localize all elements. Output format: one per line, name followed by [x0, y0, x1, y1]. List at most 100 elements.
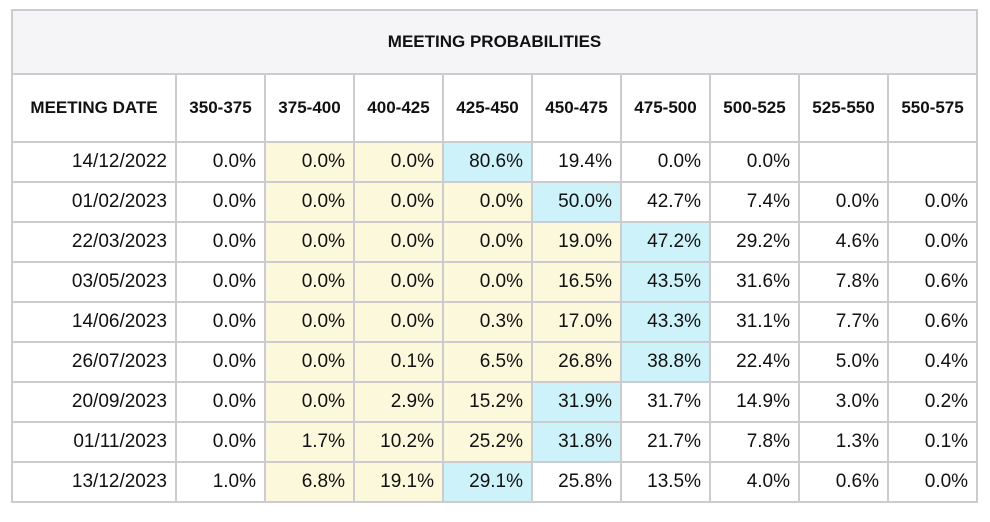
- probability-cell: 0.0%: [886, 461, 979, 503]
- probability-cell: 0.4%: [886, 341, 979, 383]
- probability-cell: 0.0%: [798, 181, 889, 223]
- meeting-date: 22/03/2023: [11, 221, 177, 263]
- probability-cell: 0.0%: [620, 141, 711, 183]
- probability-cell: 4.6%: [798, 221, 889, 263]
- meeting-date: 14/12/2022: [11, 141, 177, 183]
- probability-cell: 7.8%: [709, 421, 800, 463]
- probability-cell: 0.0%: [175, 301, 266, 343]
- probability-cell: 80.6%: [442, 141, 533, 183]
- data-row: 14/06/2023 0.0% 0.0% 0.0% 0.3% 17.0% 43.3% 31.1…: [11, 301, 979, 343]
- column-header: 375-400: [264, 73, 355, 143]
- probability-cell: 0.0%: [353, 181, 444, 223]
- probability-cell: 43.5%: [620, 261, 711, 303]
- probability-cell: 1.0%: [175, 461, 266, 503]
- probability-cell: 4.0%: [709, 461, 800, 503]
- column-header: 475-500: [620, 73, 711, 143]
- probability-cell: 14.9%: [709, 381, 800, 423]
- probability-cell: 0.0%: [442, 261, 533, 303]
- probability-cell: 0.0%: [264, 341, 355, 383]
- probability-cell: 0.1%: [353, 341, 444, 383]
- column-header: 500-525: [709, 73, 800, 143]
- probability-cell: 7.7%: [798, 301, 889, 343]
- meeting-date: 26/07/2023: [11, 341, 177, 383]
- probability-cell: 22.4%: [709, 341, 800, 383]
- probability-cell: 0.0%: [264, 381, 355, 423]
- probability-cell: 0.0%: [264, 301, 355, 343]
- probability-cell: 25.8%: [531, 461, 622, 503]
- probability-cell: 16.5%: [531, 261, 622, 303]
- probability-table-wrapper: MEETING PROBABILITIES MEETING DATE 350-37…: [10, 9, 979, 503]
- empty-cell: [798, 141, 889, 183]
- probability-cell: 0.0%: [353, 221, 444, 263]
- probability-cell: 0.0%: [886, 181, 979, 223]
- probability-cell: 50.0%: [531, 181, 622, 223]
- data-row: 01/11/2023 0.0% 1.7% 10.2% 25.2% 31.8% 21.7% 7.…: [11, 421, 979, 463]
- probability-cell: 0.0%: [175, 381, 266, 423]
- probability-cell: 0.6%: [886, 301, 979, 343]
- probability-cell: 0.0%: [175, 261, 266, 303]
- probability-cell: 0.0%: [175, 141, 266, 183]
- probability-cell: 0.0%: [264, 221, 355, 263]
- probability-cell: 43.3%: [620, 301, 711, 343]
- probability-cell: 42.7%: [620, 181, 711, 223]
- probability-cell: 38.8%: [620, 341, 711, 383]
- probability-cell: 29.2%: [709, 221, 800, 263]
- probability-cell: 0.0%: [175, 181, 266, 223]
- empty-cell: [886, 141, 979, 183]
- probability-cell: 31.1%: [709, 301, 800, 343]
- probability-cell: 0.0%: [264, 261, 355, 303]
- probability-table: MEETING PROBABILITIES MEETING DATE 350-37…: [10, 9, 979, 503]
- probability-cell: 7.4%: [709, 181, 800, 223]
- probability-cell: 0.1%: [886, 421, 979, 463]
- probability-cell: 0.0%: [353, 301, 444, 343]
- meeting-date: 20/09/2023: [11, 381, 177, 423]
- probability-cell: 0.6%: [798, 461, 889, 503]
- probability-cell: 0.0%: [353, 261, 444, 303]
- probability-cell: 10.2%: [353, 421, 444, 463]
- meeting-date: 01/02/2023: [11, 181, 177, 223]
- column-header: 400-425: [353, 73, 444, 143]
- column-header: 525-550: [798, 73, 889, 143]
- probability-cell: 19.0%: [531, 221, 622, 263]
- probability-cell: 7.8%: [798, 261, 889, 303]
- probability-cell: 0.0%: [353, 141, 444, 183]
- meeting-date: 13/12/2023: [11, 461, 177, 503]
- column-header: 350-375: [175, 73, 266, 143]
- probability-cell: 25.2%: [442, 421, 533, 463]
- probability-cell: 31.7%: [620, 381, 711, 423]
- table-title: MEETING PROBABILITIES: [10, 9, 979, 75]
- probability-cell: 6.5%: [442, 341, 533, 383]
- probability-cell: 3.0%: [798, 381, 889, 423]
- probability-cell: 31.6%: [709, 261, 800, 303]
- probability-cell: 0.0%: [175, 341, 266, 383]
- meeting-date: 14/06/2023: [11, 301, 177, 343]
- probability-cell: 26.8%: [531, 341, 622, 383]
- header-row: MEETING DATE 350-375 375-400 400-425 425-450…: [11, 73, 979, 143]
- probability-cell: 0.0%: [442, 181, 533, 223]
- probability-cell: 5.0%: [798, 341, 889, 383]
- probability-cell: 2.9%: [353, 381, 444, 423]
- probability-cell: 0.2%: [886, 381, 979, 423]
- meeting-date: 03/05/2023: [11, 261, 177, 303]
- probability-cell: 0.0%: [442, 221, 533, 263]
- probability-cell: 0.3%: [442, 301, 533, 343]
- probability-cell: 29.1%: [442, 461, 533, 503]
- column-header: 425-450: [442, 73, 533, 143]
- probability-cell: 6.8%: [264, 461, 355, 503]
- probability-cell: 0.0%: [886, 221, 979, 263]
- probability-cell: 0.0%: [709, 141, 800, 183]
- data-row: 14/12/2022 0.0% 0.0% 0.0% 80.6% 19.4% 0.0% 0.0%: [11, 141, 979, 183]
- data-row: 22/03/2023 0.0% 0.0% 0.0% 0.0% 19.0% 47.2% 29.2…: [11, 221, 979, 263]
- probability-cell: 47.2%: [620, 221, 711, 263]
- probability-cell: 19.4%: [531, 141, 622, 183]
- data-row: 13/12/2023 1.0% 6.8% 19.1% 29.1% 25.8% 13.5% 4.…: [11, 461, 979, 503]
- probability-cell: 31.9%: [531, 381, 622, 423]
- probability-cell: 0.0%: [175, 221, 266, 263]
- probability-cell: 1.7%: [264, 421, 355, 463]
- probability-cell: 0.6%: [886, 261, 979, 303]
- probability-cell: 17.0%: [531, 301, 622, 343]
- data-row: 03/05/2023 0.0% 0.0% 0.0% 0.0% 16.5% 43.5% 31.6…: [11, 261, 979, 303]
- data-row: 26/07/2023 0.0% 0.0% 0.1% 6.5% 26.8% 38.8% 22.4…: [11, 341, 979, 383]
- probability-cell: 0.0%: [175, 421, 266, 463]
